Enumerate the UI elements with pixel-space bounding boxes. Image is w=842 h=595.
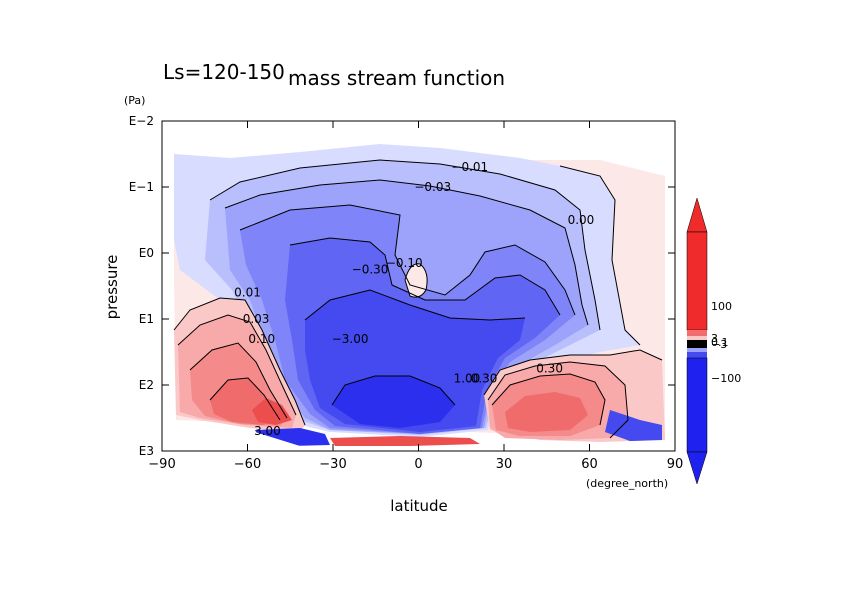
contour-label-6: 0.03 xyxy=(243,312,270,326)
contour-line-4 xyxy=(289,237,561,316)
contour-label-9: 1.00 xyxy=(454,371,481,385)
x-axis-unit: (degree_north) xyxy=(586,477,668,490)
y-tick-label-4: E2 xyxy=(139,378,154,392)
colorbar xyxy=(686,197,708,485)
subtitle: Ls=120-150 xyxy=(163,60,285,84)
contour-line-7 xyxy=(559,165,641,346)
y-axis-label: pressure xyxy=(103,255,121,320)
y-axis: E−2 E−1 E0 E1 E2 E3 xyxy=(129,114,675,458)
colorbar-seg-pos-b xyxy=(687,336,707,340)
contour-label-1: −0.03 xyxy=(414,180,451,194)
contour-line-15 xyxy=(404,263,428,298)
contour-line-11 xyxy=(209,377,281,421)
contour-fill-npos-4 xyxy=(505,392,588,432)
x-tick-label-6: 90 xyxy=(667,457,684,472)
y-tick-label-5: E3 xyxy=(139,444,154,458)
surface-strip-blue2 xyxy=(605,410,662,441)
colorbar-label-1: 3 xyxy=(711,332,718,345)
colorbar-seg-neg-a xyxy=(687,348,707,352)
contour-line-6 xyxy=(331,375,456,406)
x-tick-label-3: 0 xyxy=(414,457,422,472)
contour-line-1 xyxy=(209,159,601,331)
contour-line-2 xyxy=(224,179,589,326)
plot-area: −0.01−0.03 0.00 −0.10−0.30 0.01 0.03 0.10 −3.0… xyxy=(162,144,675,451)
colorbar-label-0: 100 xyxy=(711,300,732,313)
colorbar-label-4: −100 xyxy=(711,372,741,385)
x-tick-label-2: −30 xyxy=(319,457,346,472)
surface-strip-red xyxy=(330,436,480,446)
contour-lines xyxy=(173,159,663,439)
y-tick-label-2: E0 xyxy=(139,246,154,260)
contour-line-12 xyxy=(483,349,663,396)
colorbar-seg-mid xyxy=(687,340,707,348)
contour-label-2: 0.00 xyxy=(568,213,595,227)
colorbar-seg-bottom xyxy=(686,357,708,453)
contour-label-5: 0.01 xyxy=(234,286,261,300)
colorbar-seg-neg-b xyxy=(687,352,707,358)
colorbar-ticks: 100 30.1−3 −100 xyxy=(711,300,741,385)
colorbar-top-triangle xyxy=(686,197,708,233)
x-axis-label: latitude xyxy=(390,497,448,515)
x-tick-label-1: −60 xyxy=(234,457,261,472)
contour-line-14 xyxy=(491,373,606,426)
contour-fill-neg-7 xyxy=(332,376,455,428)
colorbar-seg-top xyxy=(686,231,708,331)
contour-line-5 xyxy=(304,289,526,321)
contour-label-0: −0.01 xyxy=(451,160,488,174)
contour-label-7: 0.10 xyxy=(248,332,275,346)
contour-line-9 xyxy=(177,314,297,416)
x-tick-label-0: −90 xyxy=(148,457,175,472)
contour-fill-pos-5 xyxy=(252,398,292,425)
contour-label-10: 0.30 xyxy=(471,371,498,385)
contour-label-3: −0.10 xyxy=(386,256,423,270)
colorbar-seg-pos-a xyxy=(687,330,707,336)
ground-mask xyxy=(162,418,675,451)
contour-label-12: 3.00 xyxy=(254,424,281,438)
colorbar-bottom-triangle xyxy=(686,451,708,485)
x-axis: −90 −60 −30 0 30 60 90 xyxy=(148,121,683,472)
colorbar-label-2: 0.1 xyxy=(711,336,729,349)
y-tick-label-0: E−2 xyxy=(129,114,154,128)
contour-line-8 xyxy=(173,297,306,426)
contour-label-11: 0.30 xyxy=(536,362,563,376)
contour-label-4: −0.30 xyxy=(352,263,389,277)
chart-title: mass stream function xyxy=(288,66,505,90)
contour-line-3 xyxy=(239,204,576,316)
x-tick-label-4: 30 xyxy=(496,457,513,472)
contour-label-8: −3.00 xyxy=(332,332,369,346)
colorbar-label-3: −3 xyxy=(711,338,727,351)
y-axis-unit: (Pa) xyxy=(124,94,145,107)
y-tick-label-3: E1 xyxy=(139,312,154,326)
contour-labels: −0.01−0.03 0.00 −0.10−0.30 0.01 0.03 0.10 −3.0… xyxy=(234,160,594,438)
x-tick-label-5: 60 xyxy=(581,457,598,472)
contour-line-13 xyxy=(487,361,629,439)
contour-line-10 xyxy=(189,342,288,419)
y-tick-label-1: E−1 xyxy=(129,180,154,194)
